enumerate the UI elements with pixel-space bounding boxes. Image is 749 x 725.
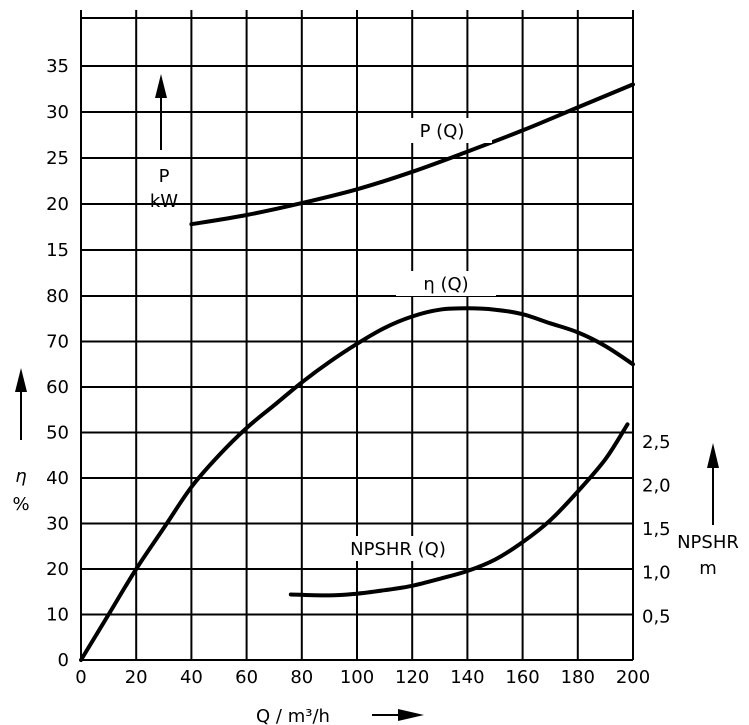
efficiency-tick-label: 80 (46, 286, 69, 307)
x-tick-label: 80 (290, 667, 313, 688)
power-tick-label: 30 (46, 102, 69, 123)
npshr-curve-label: NPSHR (Q) (350, 539, 446, 560)
x-tick-label: 40 (180, 667, 203, 688)
power-tick-label: 25 (46, 148, 69, 169)
x-tick-label: 200 (616, 667, 650, 688)
power-axis-label: P (159, 166, 170, 187)
efficiency-tick-label: 10 (46, 605, 69, 626)
x-tick-label: 100 (340, 667, 374, 688)
x-tick-label: 60 (235, 667, 258, 688)
x-tick-label: 140 (450, 667, 484, 688)
power-axis-arrow-icon (155, 74, 167, 150)
power-label-background (392, 118, 492, 143)
power-tick-label: 35 (46, 56, 69, 77)
npshr-curve (288, 422, 630, 598)
npshr-tick-label: 1,5 (642, 519, 671, 540)
efficiency-tick-label: 30 (46, 514, 69, 535)
power-curve (189, 82, 635, 227)
efficiency-axis-label: η (15, 466, 26, 487)
power-curve-label: P (Q) (420, 121, 465, 142)
efficiency-tick-label: 20 (46, 559, 69, 580)
efficiency-tick-label: 40 (46, 468, 69, 489)
npshr-axis-label: NPSHR (677, 532, 739, 553)
x-tick-label: 120 (395, 667, 429, 688)
efficiency-label-background (396, 271, 496, 296)
npshr-tick-label: 1,0 (642, 563, 671, 584)
efficiency-tick-label: 70 (46, 332, 69, 353)
x-axis-label: Q / m³/h (256, 706, 330, 725)
x-tick-label: 160 (505, 667, 539, 688)
curves (79, 82, 635, 662)
efficiency-curve (79, 306, 635, 662)
efficiency-axis-unit: % (12, 494, 29, 515)
npshr-tick-label: 2,0 (642, 475, 671, 496)
x-tick-label: 180 (561, 667, 595, 688)
efficiency-curve-label: η (Q) (423, 274, 468, 295)
power-tick-label: 20 (46, 194, 69, 215)
efficiency-tick-label: 0 (58, 650, 69, 671)
npshr-tick-label: 0,5 (642, 606, 671, 627)
labels: 0 20 40 60 80 100 120 140 160 180 200 15 20 25 30 35 0 10… (46, 56, 671, 688)
efficiency-tick-label: 50 (46, 423, 69, 444)
grid (80, 10, 634, 661)
x-axis-arrow-icon (372, 709, 424, 721)
npshr-axis-unit: m (699, 558, 717, 579)
power-axis-unit: kW (150, 191, 178, 212)
npshr-label-background (338, 536, 458, 561)
x-tick-label: 20 (125, 667, 148, 688)
efficiency-tick-label: 60 (46, 377, 69, 398)
npshr-tick-label: 2,5 (642, 432, 671, 453)
x-tick-label: 0 (75, 667, 86, 688)
npshr-axis-arrow-icon (707, 443, 719, 525)
power-tick-label: 15 (46, 240, 69, 261)
efficiency-axis-arrow-icon (15, 368, 27, 440)
